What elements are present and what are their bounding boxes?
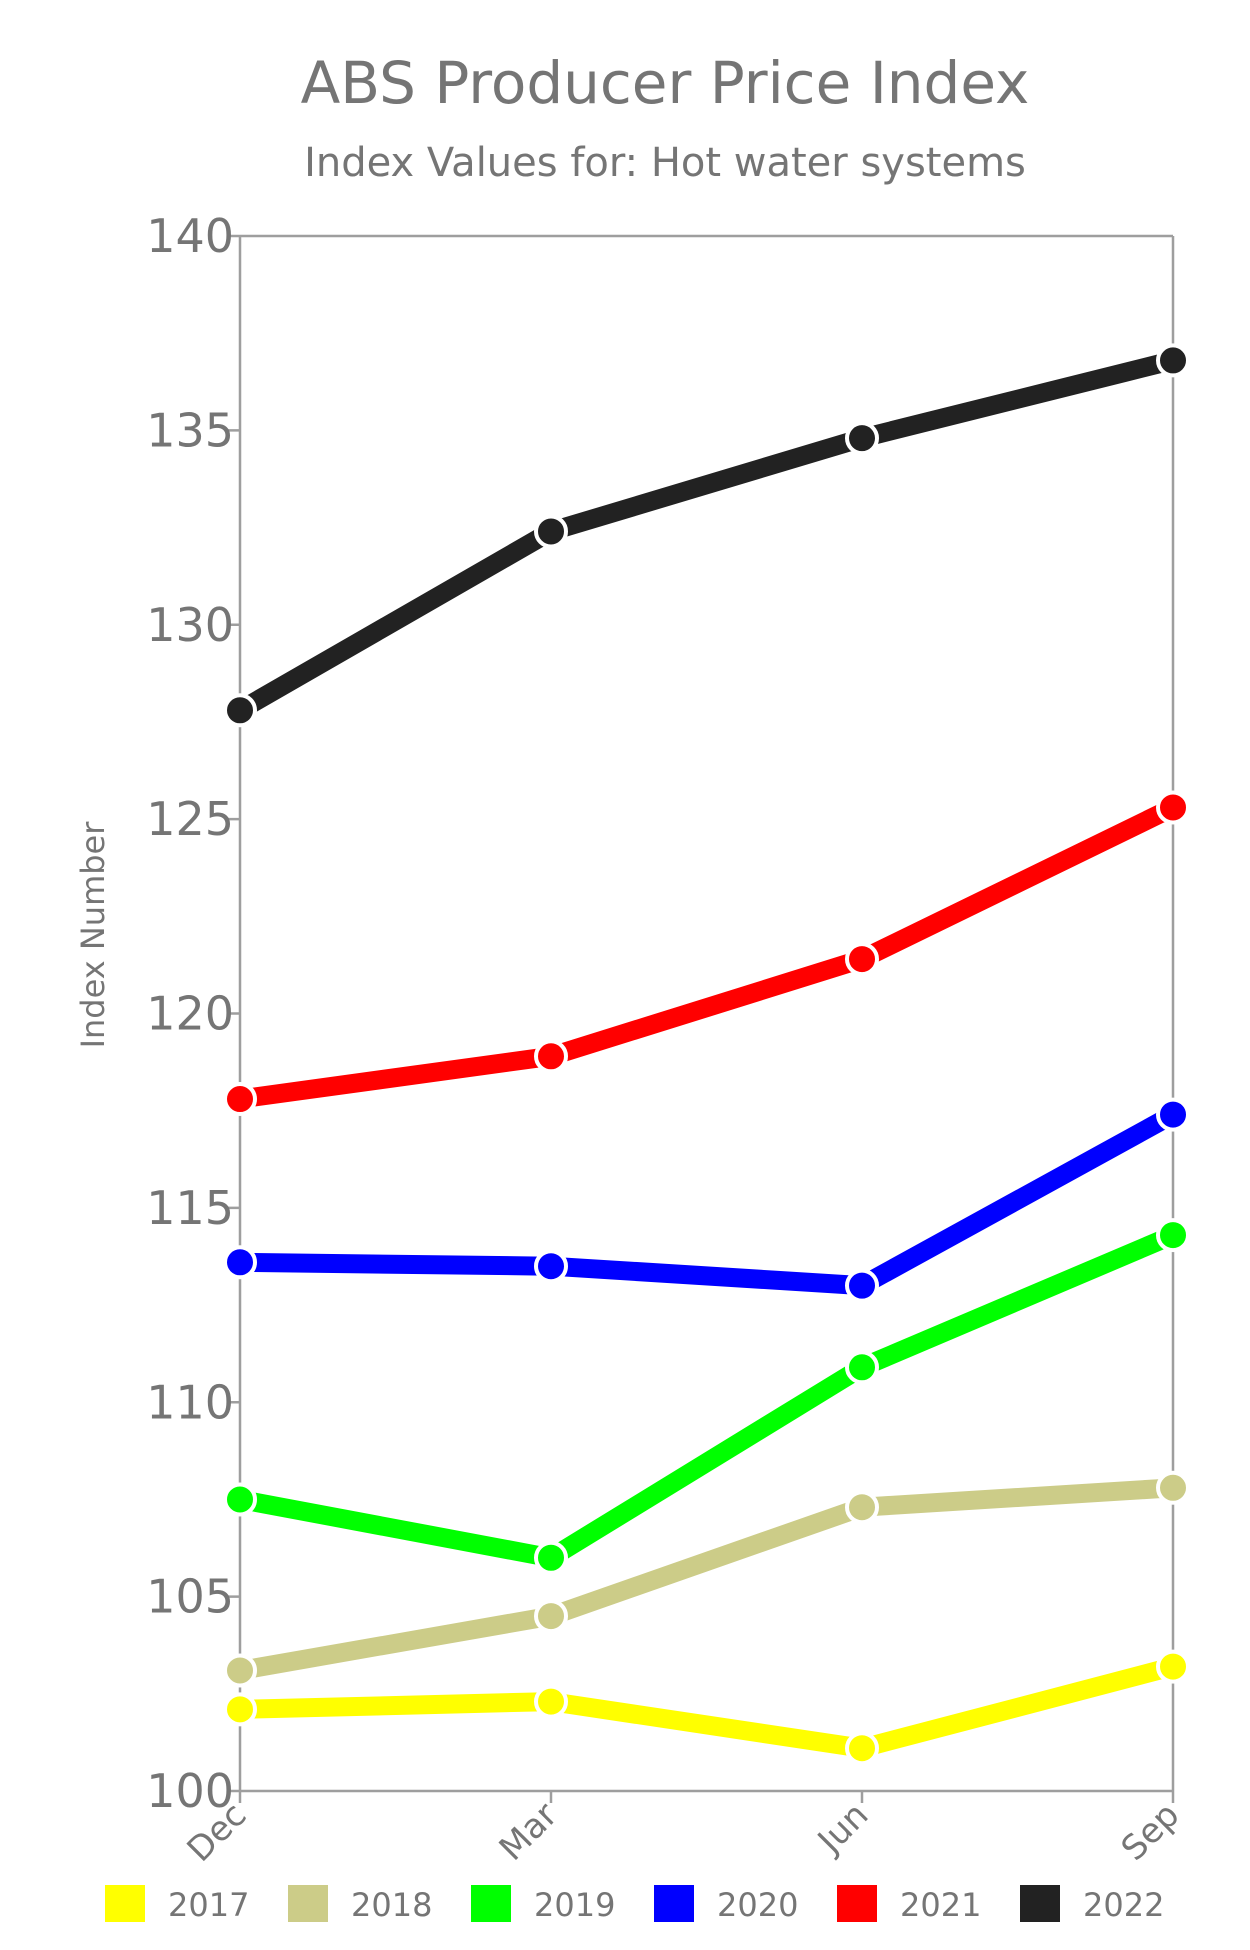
y-tick-label: 125 [146, 792, 234, 846]
data-point-2020 [223, 1245, 257, 1280]
y-axis-label: Index Number [74, 821, 112, 1049]
y-tick-label: 130 [146, 598, 234, 652]
legend-label-2019: 2019 [534, 1886, 615, 1924]
data-point-2022 [534, 514, 568, 549]
data-point-2021 [845, 942, 879, 977]
y-tick-label: 110 [146, 1375, 234, 1429]
series-line-2019 [230, 1225, 1183, 1568]
data-point-2019 [1156, 1218, 1190, 1253]
y-tick-label: 115 [146, 1181, 234, 1235]
data-point-2018 [845, 1490, 879, 1525]
data-point-2020 [845, 1268, 879, 1303]
legend-swatch-2022 [1020, 1885, 1060, 1922]
data-point-2022 [223, 693, 257, 728]
x-tick-label: Jun [809, 1795, 876, 1862]
data-point-2020 [534, 1249, 568, 1284]
x-tick-label: Mar [492, 1795, 566, 1869]
data-point-2021 [534, 1039, 568, 1074]
chart-subtitle: Index Values for: Hot water systems [304, 140, 1026, 186]
y-tick-label: 105 [146, 1570, 234, 1624]
series-line-2022 [230, 350, 1183, 720]
y-tick-label: 100 [146, 1764, 234, 1818]
data-point-2017 [223, 1692, 257, 1727]
chart-title: ABS Producer Price Index [301, 49, 1030, 117]
series-points [223, 343, 1190, 1766]
series-line-2020 [230, 1105, 1183, 1296]
legend-label-2020: 2020 [717, 1886, 798, 1924]
data-point-2017 [1156, 1649, 1190, 1684]
y-tick-label: 140 [146, 209, 234, 263]
data-point-2020 [1156, 1097, 1190, 1132]
legend-swatch-2021 [837, 1885, 877, 1922]
series-lines [230, 350, 1183, 1758]
y-tick-label: 120 [146, 987, 234, 1041]
legend-swatch-2020 [654, 1885, 694, 1922]
series-line-2017 [230, 1657, 1183, 1758]
data-point-2018 [1156, 1470, 1190, 1505]
data-point-2022 [1156, 343, 1190, 378]
y-tick-label: 135 [146, 403, 234, 457]
data-point-2019 [534, 1540, 568, 1575]
data-point-2017 [534, 1684, 568, 1719]
series-line-2021 [230, 798, 1183, 1109]
data-point-2017 [845, 1731, 879, 1766]
legend-swatch-2018 [288, 1885, 328, 1922]
data-point-2021 [223, 1082, 257, 1117]
x-axis: Dec Mar Jun Sep [180, 1791, 1188, 1870]
data-point-2018 [223, 1653, 257, 1688]
data-point-2021 [1156, 790, 1190, 825]
legend-label-2018: 2018 [351, 1886, 432, 1924]
legend-label-2021: 2021 [900, 1886, 981, 1924]
legend-label-2022: 2022 [1083, 1886, 1164, 1924]
data-point-2022 [845, 421, 879, 456]
y-axis: 100 105 110 115 120 125 130 135 140 [146, 209, 240, 1818]
series-line-2018 [230, 1478, 1183, 1680]
x-tick-label: Sep [1114, 1795, 1188, 1869]
data-point-2018 [534, 1599, 568, 1634]
legend-label-2017: 2017 [168, 1886, 249, 1924]
legend: 2017 2018 2019 2020 2021 2022 [105, 1885, 1164, 1924]
legend-swatch-2019 [471, 1885, 511, 1922]
legend-swatch-2017 [105, 1885, 145, 1922]
data-point-2019 [223, 1482, 257, 1517]
data-point-2019 [845, 1350, 879, 1385]
